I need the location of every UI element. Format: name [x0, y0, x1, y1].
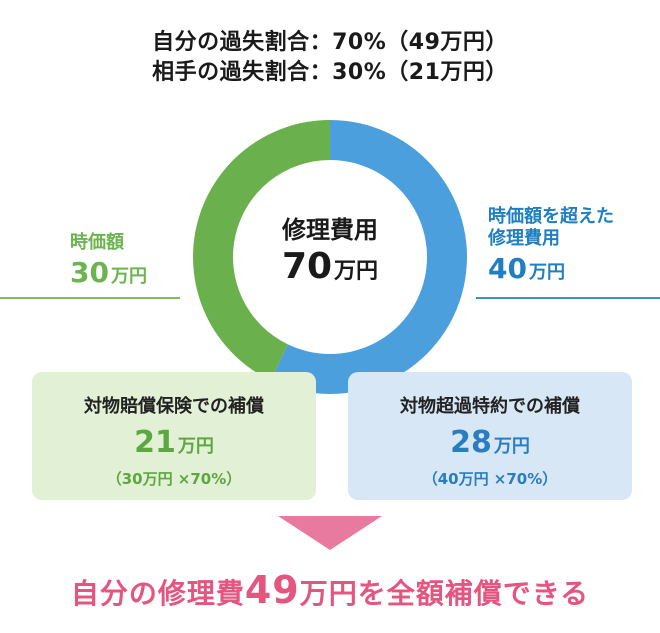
box-title: 対物超過特約での補償: [400, 396, 580, 417]
box-title: 対物賠償保険での補償: [84, 396, 264, 417]
center-amount: 70万円: [230, 246, 430, 287]
slice-label-name: 時価額: [70, 232, 124, 253]
center-label: 修理費用: [282, 216, 378, 244]
header-line-1: 自分の過失割合：70%（49万円）: [152, 30, 508, 55]
right-label-underline: [476, 297, 660, 299]
box-amount-unit: 万円: [177, 436, 214, 457]
slice-label-name-line-1: 時価額を超えた: [488, 206, 614, 227]
left-label-underline: [0, 297, 180, 299]
slice-label-market-value: 時価額 30 万円: [70, 232, 147, 294]
slice-label-name-line-2: 修理費用: [488, 228, 560, 249]
slice-label-amount: 40 万円: [488, 252, 614, 290]
excess-rider-box: 対物超過特約での補償 28 万円 （40万円 ×70%）: [348, 372, 632, 500]
box-amount-value: 28: [450, 425, 492, 460]
box-amount: 21 万円: [32, 426, 316, 464]
conclusion-text: 自分の修理費49万円を全額補償できる: [0, 568, 660, 612]
box-amount: 28 万円: [348, 426, 632, 464]
conclusion-after: 万円を全額補償できる: [299, 577, 590, 610]
box-note: （30万円 ×70%）: [106, 470, 242, 488]
slice-label-excess-repair: 時価額を超えた 修理費用 40 万円: [488, 206, 614, 290]
slice-value: 30: [70, 256, 109, 289]
box-amount-unit: 万円: [493, 436, 530, 457]
conclusion-amount: 49: [244, 568, 300, 612]
center-amount-unit: 万円: [334, 259, 379, 284]
donut-slice-excess-repair: [270, 120, 467, 395]
donut-slice-market-value: [193, 120, 330, 381]
slice-value: 40: [488, 252, 527, 285]
conclusion-before: 自分の修理費: [70, 577, 245, 610]
center-amount-value: 70: [281, 246, 333, 287]
box-note: （40万円 ×70%）: [422, 470, 558, 488]
liability-insurance-box: 対物賠償保険での補償 21 万円 （30万円 ×70%）: [32, 372, 316, 500]
slice-unit: 万円: [528, 262, 565, 283]
box-amount-value: 21: [134, 425, 176, 460]
header-line-2: 相手の過失割合：30%（21万円）: [152, 60, 508, 85]
down-arrow-icon: [278, 516, 382, 550]
slice-label-amount: 30 万円: [70, 256, 147, 294]
slice-unit: 万円: [110, 266, 147, 287]
